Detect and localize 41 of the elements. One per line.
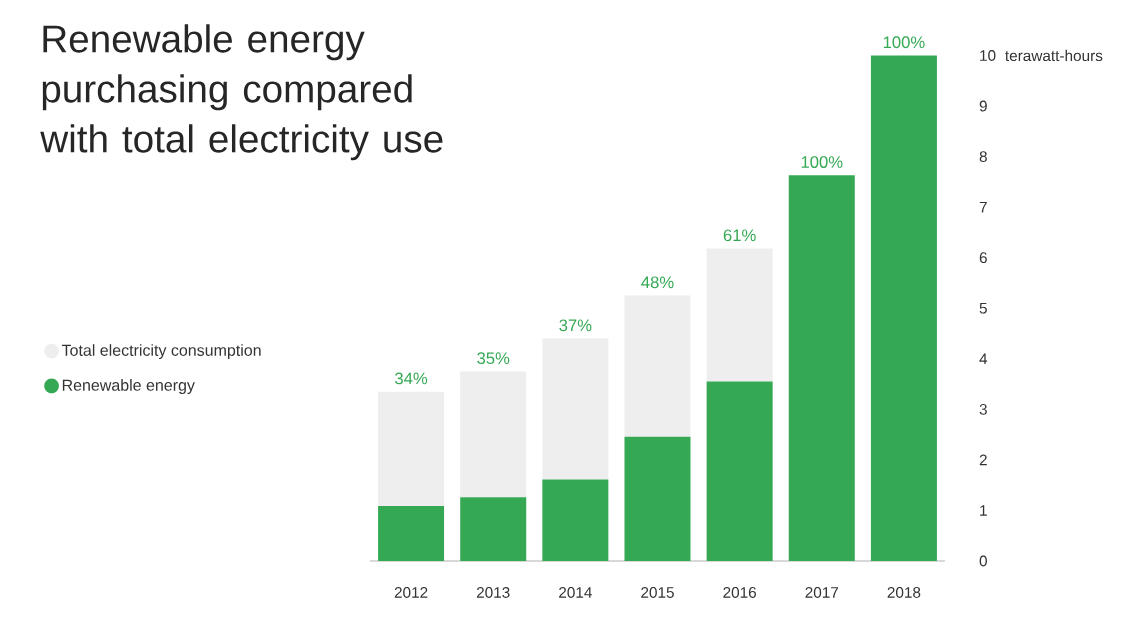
y-tick-label: 8 (979, 151, 987, 163)
y-tick-label: 4 (979, 353, 988, 365)
annotation: 48% (641, 276, 674, 289)
chart-title: Renewable energy purchasing compared with total electricity use (40, 24, 443, 161)
bar (788, 175, 855, 561)
bar (378, 391, 445, 506)
y-tick-label: 1 (980, 505, 987, 516)
x-tick-label: 2015 (641, 587, 674, 598)
legend-label: Total electricity consumption (61, 344, 261, 360)
y-tick-label: 7 (979, 201, 987, 213)
annotation: 34% (395, 372, 428, 385)
y-tick-label: 2 (979, 454, 987, 466)
x-tick-label: 2016 (723, 587, 756, 598)
bar (624, 295, 691, 437)
y-tick-label: 6 (979, 252, 987, 264)
y-tick-label: 0 (979, 555, 987, 567)
bar (624, 436, 691, 561)
y-tick-label: 9 (979, 100, 987, 112)
y-tick-label: 3 (979, 403, 987, 415)
y-tick-label: 10 (980, 50, 996, 61)
bar (460, 371, 527, 498)
y-tick-label: 5 (979, 302, 987, 314)
legend-label: Renewable energy (62, 379, 195, 395)
bar (542, 338, 609, 480)
x-tick-label: 2018 (887, 587, 921, 598)
bar (542, 479, 609, 561)
y-axis-title: terawatt-hours (1005, 49, 1103, 62)
x-tick-label: 2012 (394, 587, 428, 598)
annotation: 100% (801, 156, 843, 168)
x-tick-label: 2017 (805, 587, 839, 598)
bar (460, 497, 527, 561)
bar (378, 505, 445, 561)
annotation: 100% (883, 36, 925, 49)
x-tick-label: 2014 (559, 587, 592, 598)
bar (870, 55, 937, 561)
bar (706, 381, 773, 561)
annotation: 61% (723, 229, 756, 242)
annotation: 37% (559, 319, 592, 332)
bar (706, 248, 773, 382)
x-tick-label: 2013 (476, 587, 510, 598)
annotation: 35% (477, 352, 510, 365)
